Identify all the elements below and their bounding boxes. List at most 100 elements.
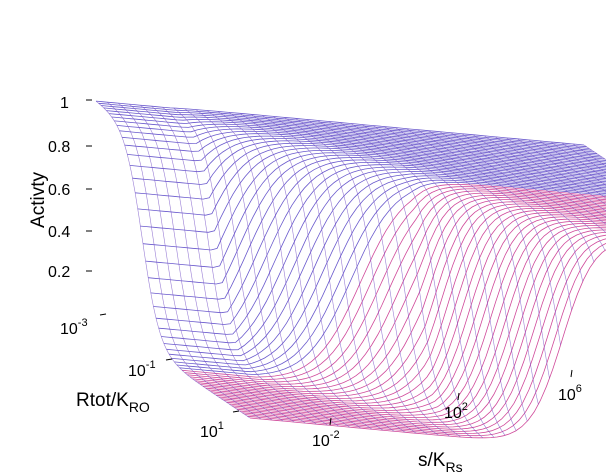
x-axis-label-sub: Rs [445,459,462,475]
x-tick-1e-2-exp: -2 [330,429,340,441]
axis-ticks [86,99,573,426]
surface-column-line [106,101,262,420]
y-tick-1e-3: 10-3 [60,317,88,338]
surface-column-line [328,121,484,439]
surface-row-line [221,216,606,414]
surface-column-line [251,114,406,433]
surface-column-line [195,109,350,428]
x-tick-1e-2: 10-2 [312,429,340,450]
surface-column-line [162,107,317,425]
y-axis-tick-mark-3 [232,410,240,413]
surface-mesh [95,100,606,439]
x-tick-1e2: 102 [444,401,468,422]
z-tick-0.4: 0.4 [48,224,70,241]
x-tick-1e6: 106 [558,383,582,404]
surface-column-line [362,124,517,431]
x-axis: 10-2 102 106 s/KRs [312,383,582,475]
surface-column-line [495,136,606,212]
surface-column-line [406,128,561,346]
surface-column-line [262,115,417,434]
surface-column-line [206,110,362,429]
surface-row-line [210,207,606,404]
surface-row-line [142,149,606,251]
surface-column-line [550,141,606,180]
surface-column-line [373,125,528,422]
surface-column-line [118,102,273,421]
x-tick-1e-2-base: 10 [312,433,330,450]
z-tick-1: 1 [60,95,69,112]
y-axis-tick-mark-2 [165,358,173,361]
x-tick-1e2-exp: 2 [462,401,468,413]
surface-column-line [306,119,461,438]
y-axis-tick-mark-1 [99,313,107,316]
surface-column-line [572,143,606,167]
surface-column-line [384,126,539,405]
z-tick-0.8: 0.8 [48,139,70,156]
surface-column-line [539,140,606,186]
y-axis-label-main: Rtot/K [76,390,129,411]
surface-column-line [295,118,450,437]
surface-column-line [217,111,373,430]
surface-row-line [234,227,606,426]
y-tick-1e-1: 10-1 [128,359,156,380]
surface-column-line [472,134,606,225]
surface-column-line [173,107,328,426]
surface-row-line [223,218,606,416]
surface-row-line [148,154,606,285]
surface-row-line [192,192,606,388]
surface-column-line [339,122,495,438]
surface-column-line [284,117,439,436]
x-axis-tick-mark-1 [329,417,332,426]
y-tick-1e-1-exp: -1 [146,359,156,371]
surface-row-line [249,249,606,439]
surface-column-line [395,127,550,379]
surface-column-line [484,135,606,218]
x-tick-1e6-exp: 6 [576,383,582,395]
y-tick-1e1-base: 10 [200,424,218,441]
y-axis-label-sub: RO [129,399,150,415]
surface-column-line [317,120,472,438]
surface-row-line [208,205,606,402]
surface-column-line [561,142,606,173]
y-tick-1e1-exp: 1 [218,420,224,432]
z-axis-label: Activty [28,172,49,228]
surface-column-line [517,138,606,199]
x-tick-1e6-base: 10 [558,387,576,404]
z-axis: 1 0.8 0.6 0.4 0.2 Activty [28,95,70,281]
x-axis-tick-mark-3 [570,369,573,378]
surface-column-line [506,137,606,205]
surface-row-line [98,102,587,148]
surface-column-line [417,129,572,311]
surface-row-line [242,234,606,432]
surface-row-line [244,238,606,434]
surface-column-line [428,130,583,282]
z-tick-0.6: 0.6 [48,182,70,199]
x-axis-tick-mark-2 [457,392,460,401]
surface-column-line [273,116,428,435]
y-axis-label: Rtot/KRO [76,390,150,415]
y-tick-1e-3-base: 10 [60,321,78,338]
surface-column-line [350,123,506,436]
x-tick-1e2-base: 10 [444,405,462,422]
y-tick-1e-3-exp: -3 [78,317,88,329]
surface-column-line [140,104,295,423]
surface-column-line [439,131,595,262]
y-tick-1e-1-base: 10 [128,363,146,380]
surface-row-line [95,100,585,146]
y-tick-1e1: 101 [200,420,224,441]
z-tick-0.2: 0.2 [48,264,70,281]
surface-column-line [450,132,606,251]
surface-column-line [240,113,395,432]
surface-column-line [151,105,306,424]
x-axis-label: s/KRs [418,450,463,475]
surface-column-line [184,108,339,427]
y-axis: 10-3 10-1 101 Rtot/KRO [60,317,224,441]
surface-column-line [129,103,284,422]
surface-row-line [195,194,606,390]
surface-column-line [228,112,384,431]
x-axis-label-main: s/K [418,450,446,471]
surface-row-line [176,179,606,373]
surface-column-line [95,100,251,419]
surface-column-line [461,133,606,234]
